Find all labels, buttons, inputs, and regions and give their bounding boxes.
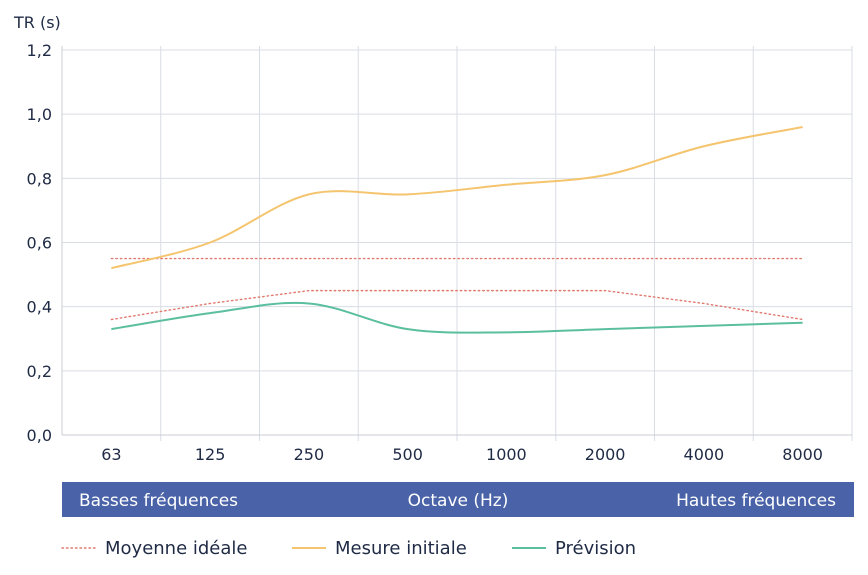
legend-label: Moyenne idéale xyxy=(105,538,248,559)
y-tick-label: 0,6 xyxy=(27,234,52,253)
grid xyxy=(62,46,853,441)
y-tick-label: 1,0 xyxy=(27,105,52,124)
series-line-2 xyxy=(111,126,803,270)
y-tick-label: 0,4 xyxy=(27,298,52,317)
y-tick-label: 0,2 xyxy=(27,362,52,381)
legend-item: Prévision xyxy=(512,538,636,559)
legend-label: Prévision xyxy=(555,538,636,559)
x-tick-label: 8000 xyxy=(782,445,823,464)
banner-background xyxy=(62,482,854,517)
y-axis-title: TR (s) xyxy=(13,13,61,32)
series-line-3 xyxy=(111,301,803,334)
x-tick-labels: 63 125 250 500 1000 2000 4000 8000 xyxy=(101,445,823,464)
frequency-banner: Basses fréquences Octave (Hz) Hautes fré… xyxy=(62,482,854,517)
axes xyxy=(61,46,852,436)
x-tick-label: 500 xyxy=(392,445,423,464)
series-line-1 xyxy=(110,289,804,321)
x-tick-label: 4000 xyxy=(684,445,725,464)
y-tick-label: 0,8 xyxy=(27,169,52,188)
x-tick-label: 63 xyxy=(101,445,121,464)
banner-right-label: Hautes fréquences xyxy=(676,491,836,511)
x-tick-label: 1000 xyxy=(486,445,527,464)
banner-center-label: Octave (Hz) xyxy=(408,491,509,511)
legend: Moyenne idéale Mesure initiale Prévision xyxy=(61,538,636,559)
y-tick-label: 0,0 xyxy=(27,426,52,445)
series-lines xyxy=(110,126,804,334)
y-tick-labels: 0,0 0,2 0,4 0,6 0,8 1,0 1,2 xyxy=(27,41,52,445)
x-tick-label: 2000 xyxy=(585,445,626,464)
legend-item: Mesure initiale xyxy=(292,538,467,559)
legend-item: Moyenne idéale xyxy=(61,538,248,559)
x-tick-label: 250 xyxy=(294,445,325,464)
banner-left-label: Basses fréquences xyxy=(79,491,238,511)
legend-label: Mesure initiale xyxy=(335,538,467,559)
y-tick-label: 1,2 xyxy=(27,41,52,60)
x-tick-label: 125 xyxy=(195,445,226,464)
